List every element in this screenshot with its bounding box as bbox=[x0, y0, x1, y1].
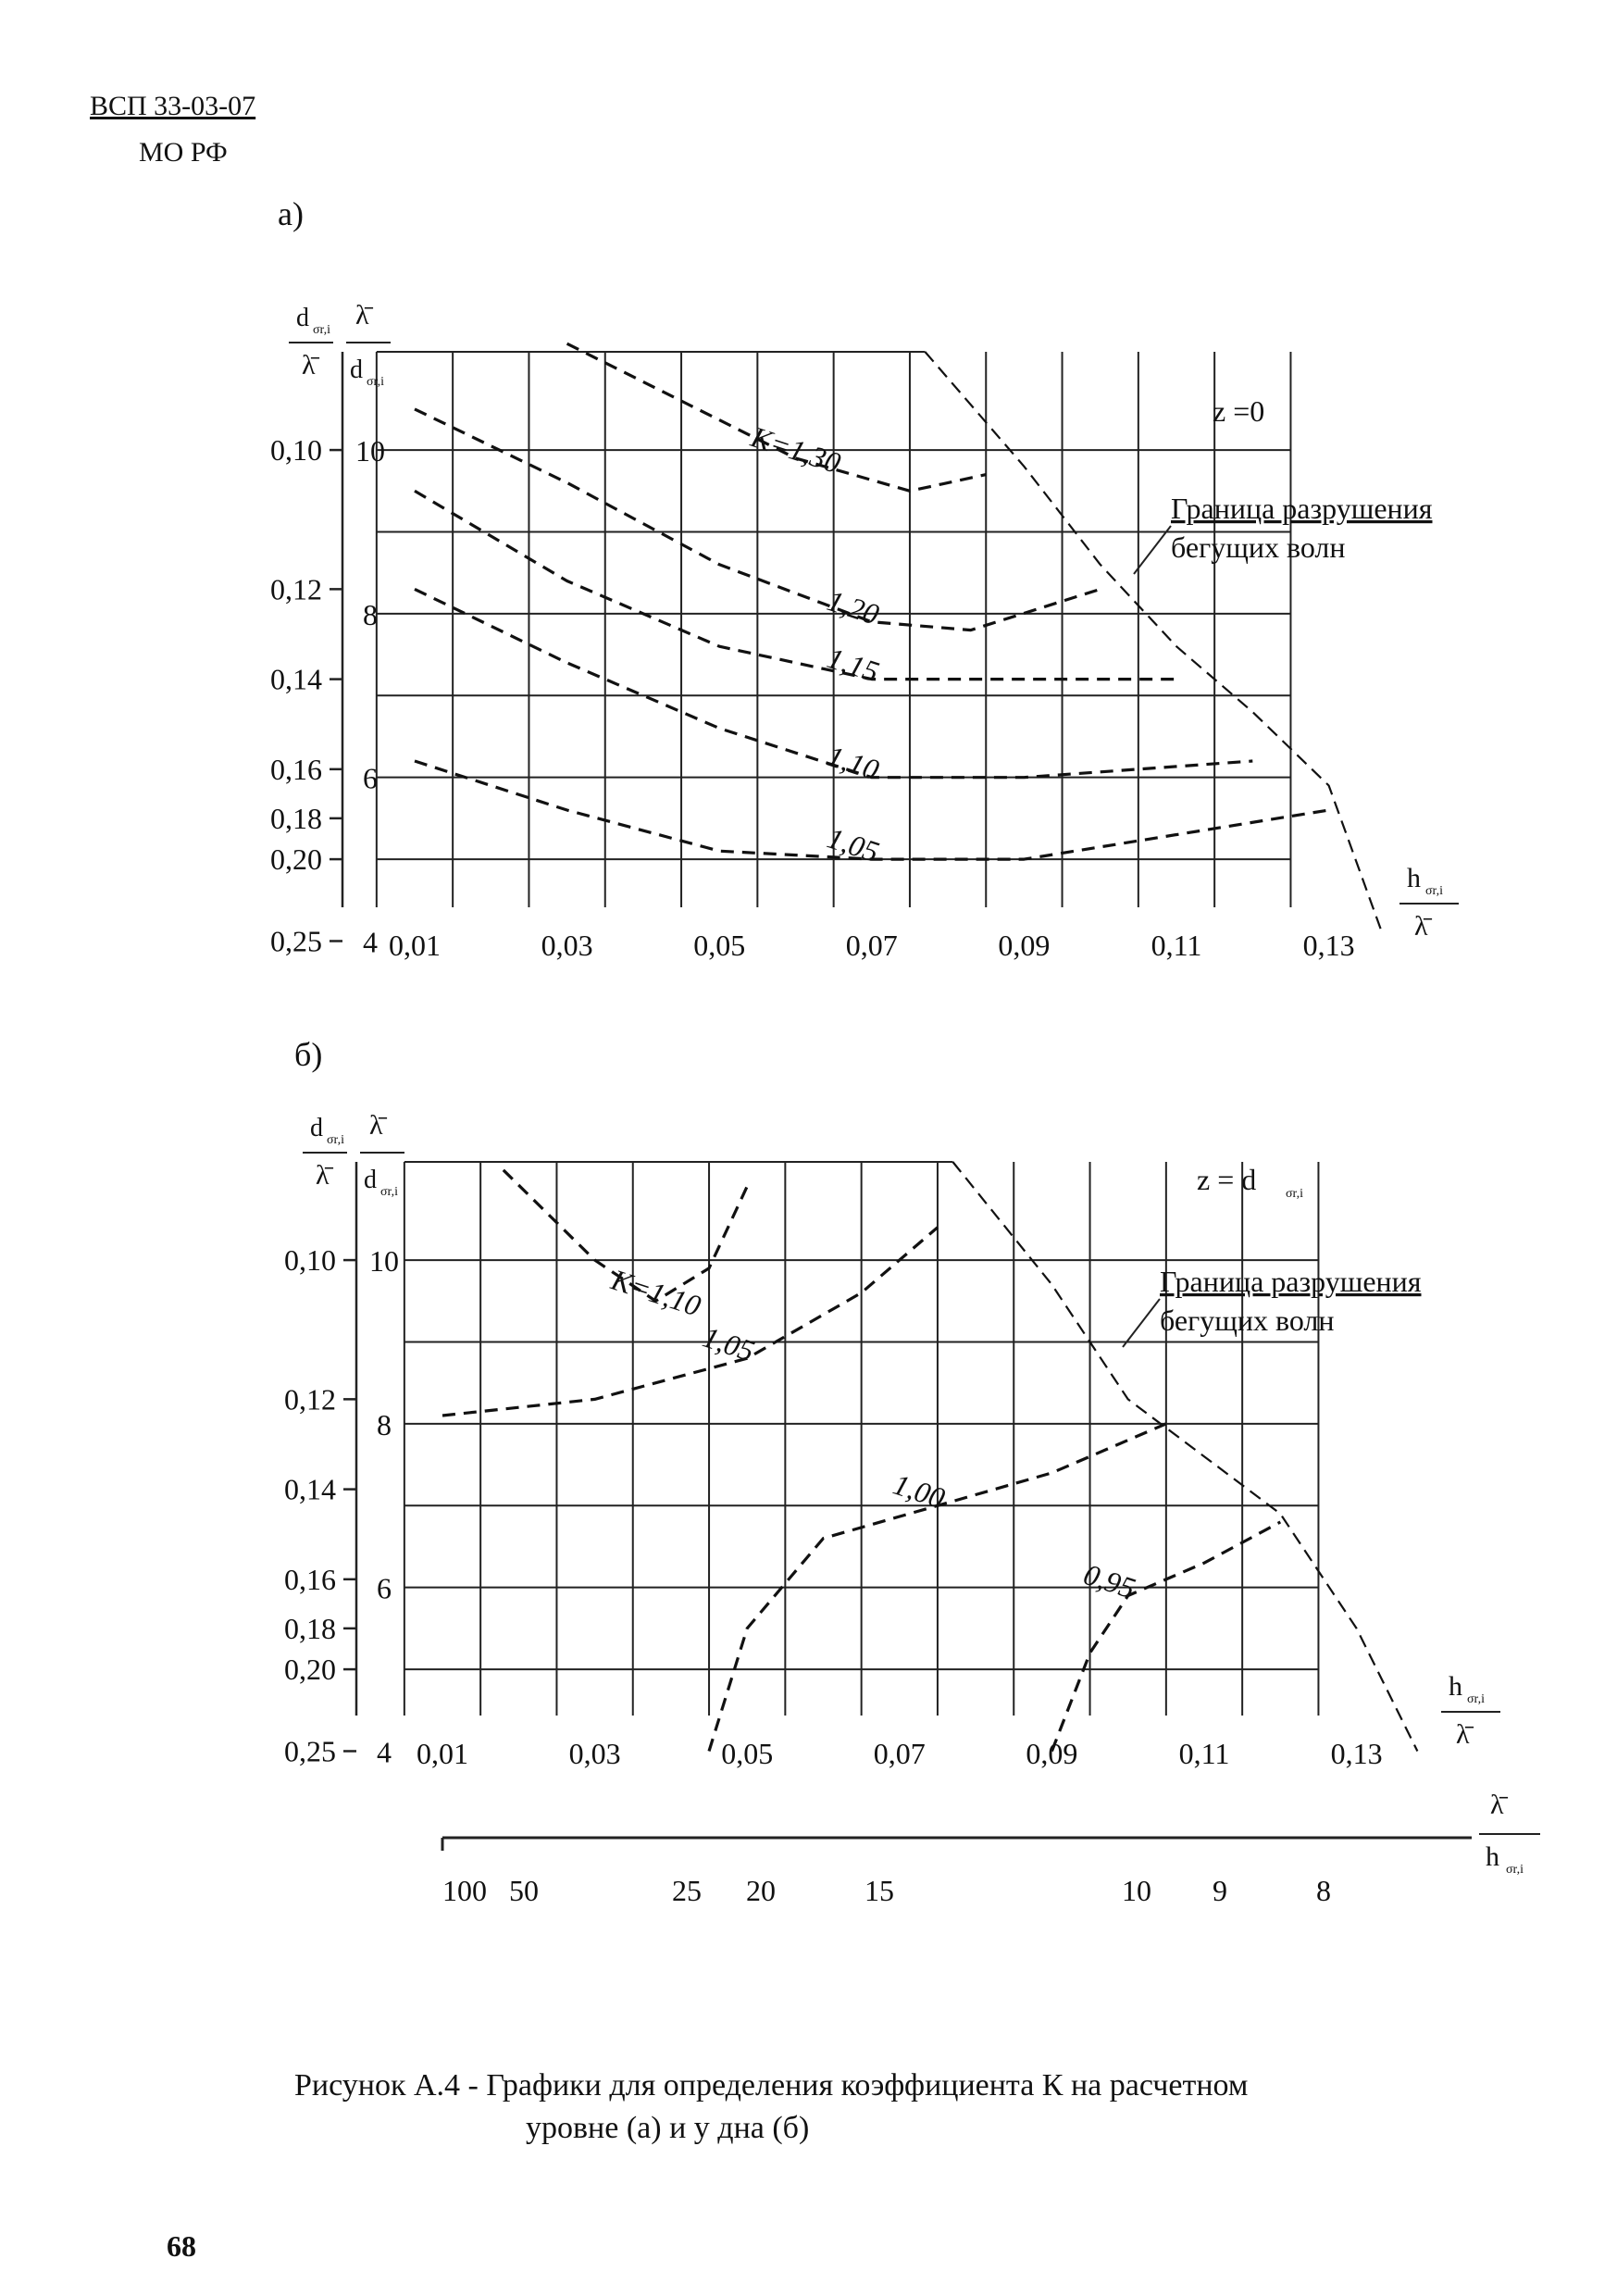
caption-line-1: Рисунок А.4 - Графики для определения ко… bbox=[294, 2068, 1249, 2103]
x-axis-label-lambda: λ̄ bbox=[1456, 1719, 1474, 1750]
right-scale-tick-label: 4 bbox=[377, 1735, 392, 1768]
x-tick-label: 0,01 bbox=[417, 1737, 468, 1770]
secondary-tick-label: 50 bbox=[509, 1874, 539, 1907]
left-scale-tick-label: 0,12 bbox=[270, 572, 322, 605]
document-issuer: МО РФ bbox=[139, 137, 228, 168]
secondary-axis-label-sub: σr,i bbox=[1506, 1863, 1524, 1877]
right-scale-tick-label: 8 bbox=[363, 598, 378, 631]
contour-line bbox=[414, 407, 1101, 632]
left-scale-tick-label: 0,10 bbox=[270, 433, 322, 467]
left-scale-tick-label: 0,14 bbox=[270, 663, 322, 696]
right-scale-tick-label: 4 bbox=[363, 925, 378, 958]
boundary-line bbox=[952, 1161, 1419, 1752]
secondary-tick-label: 25 bbox=[672, 1874, 702, 1907]
z-level-sub: σr,i bbox=[1286, 1187, 1303, 1201]
contour-label: 1,00 bbox=[889, 1467, 949, 1516]
secondary-tick-label: 8 bbox=[1316, 1874, 1331, 1907]
contour-line bbox=[442, 1226, 939, 1417]
secondary-tick-label: 20 bbox=[746, 1874, 776, 1907]
contour-line bbox=[707, 1422, 1167, 1752]
boundary-label-line-1: Граница разрушения bbox=[1171, 492, 1433, 525]
x-tick-label: 0,09 bbox=[1026, 1737, 1077, 1770]
left-scale-tick-label: 0,12 bbox=[284, 1382, 336, 1416]
x-tick-label: 0,11 bbox=[1179, 1737, 1230, 1770]
left-scale-tick-label: 0,10 bbox=[284, 1243, 336, 1277]
x-tick-label: 0,05 bbox=[693, 929, 745, 962]
y-axis-label-d-2: d bbox=[350, 356, 363, 384]
boundary-line bbox=[924, 351, 1384, 933]
x-axis-label-h: h bbox=[1407, 863, 1421, 893]
x-tick-label: 0,01 bbox=[389, 929, 441, 962]
contour-label: K=1,10 bbox=[606, 1262, 704, 1322]
figure-caption: Рисунок А.4 - Графики для определения ко… bbox=[294, 2065, 1516, 2150]
document-code: ВСП 33-03-07 bbox=[90, 91, 256, 121]
contour-line bbox=[414, 759, 1329, 861]
contour-line bbox=[502, 1168, 749, 1303]
boundary-label-line-1: Граница разрушения bbox=[1160, 1265, 1422, 1298]
x-tick-label: 0,13 bbox=[1303, 929, 1355, 962]
y-axis-label-d: d bbox=[296, 304, 309, 332]
y-axis-label-sub: σr,i bbox=[327, 1133, 344, 1147]
x-tick-label: 0,03 bbox=[569, 1737, 621, 1770]
x-tick-label: 0,07 bbox=[874, 1737, 926, 1770]
contour-line bbox=[566, 342, 987, 493]
secondary-tick-label: 15 bbox=[864, 1874, 894, 1907]
z-level-label: z =0 bbox=[1213, 394, 1264, 428]
x-tick-label: 0,03 bbox=[541, 929, 593, 962]
x-axis-label-h: h bbox=[1449, 1671, 1462, 1702]
secondary-tick-label: 9 bbox=[1213, 1874, 1227, 1907]
x-tick-label: 0,05 bbox=[721, 1737, 773, 1770]
boundary-leader-line bbox=[1122, 1298, 1161, 1348]
x-axis-label-sub: σr,i bbox=[1467, 1692, 1485, 1706]
chart-b-sublabel: б) bbox=[294, 1036, 323, 1073]
y-axis-label-sub-2: σr,i bbox=[367, 375, 384, 389]
left-scale-tick-label: 0,16 bbox=[284, 1563, 336, 1596]
left-scale-tick-label: 0,14 bbox=[284, 1473, 336, 1506]
left-scale-tick-label: 0,16 bbox=[270, 753, 322, 786]
right-scale-tick-label: 10 bbox=[355, 434, 385, 468]
contour-label: 0,95 bbox=[1080, 1557, 1139, 1605]
x-tick-label: 0,13 bbox=[1331, 1737, 1383, 1770]
y-axis-label-d-2: d bbox=[364, 1166, 377, 1194]
y-axis-label-d: d bbox=[310, 1114, 323, 1142]
secondary-tick-label: 100 bbox=[442, 1874, 487, 1907]
right-scale-tick-label: 6 bbox=[377, 1572, 392, 1605]
left-scale-tick-label: 0,25 bbox=[284, 1734, 336, 1767]
left-scale-tick-label: 0,18 bbox=[284, 1612, 336, 1645]
x-tick-label: 0,09 bbox=[998, 929, 1050, 962]
y-axis-label-sub: σr,i bbox=[313, 323, 330, 337]
y-axis-label-lambda: λ̄ bbox=[316, 1160, 334, 1191]
boundary-label-line-2: бегущих волн bbox=[1160, 1304, 1335, 1337]
secondary-tick-label: 10 bbox=[1122, 1874, 1151, 1907]
page-number: 68 bbox=[167, 2229, 196, 2263]
boundary-label-line-2: бегущих волн bbox=[1171, 530, 1346, 564]
right-scale-tick-label: 8 bbox=[377, 1408, 392, 1441]
boundary-leader-line bbox=[1133, 525, 1172, 575]
x-axis-label-sub: σr,i bbox=[1425, 884, 1443, 898]
left-scale-tick-label: 0,20 bbox=[270, 842, 322, 876]
contour-label: 1,05 bbox=[699, 1320, 758, 1368]
secondary-axis-label-h: h bbox=[1486, 1841, 1499, 1872]
left-scale-tick-label: 0,18 bbox=[270, 802, 322, 835]
y-axis-label-sub-2: σr,i bbox=[380, 1185, 398, 1199]
caption-line-2: уровне (а) и у дна (б) bbox=[526, 2111, 810, 2145]
secondary-axis-label-lambda: λ̄ bbox=[1490, 1790, 1509, 1820]
contour-line bbox=[414, 587, 1253, 780]
right-scale-tick-label: 10 bbox=[369, 1244, 399, 1278]
z-level-label: z = d bbox=[1197, 1163, 1256, 1196]
left-scale-tick-label: 0,25 bbox=[270, 924, 322, 957]
right-scale-tick-label: 6 bbox=[363, 762, 378, 795]
chart-a-sublabel: а) bbox=[278, 195, 304, 232]
left-scale-tick-label: 0,20 bbox=[284, 1653, 336, 1686]
y-axis-label-lambda-2: λ̄ bbox=[369, 1110, 388, 1141]
x-tick-label: 0,11 bbox=[1151, 929, 1202, 962]
contour-line bbox=[1050, 1520, 1282, 1753]
x-tick-label: 0,07 bbox=[846, 929, 898, 962]
